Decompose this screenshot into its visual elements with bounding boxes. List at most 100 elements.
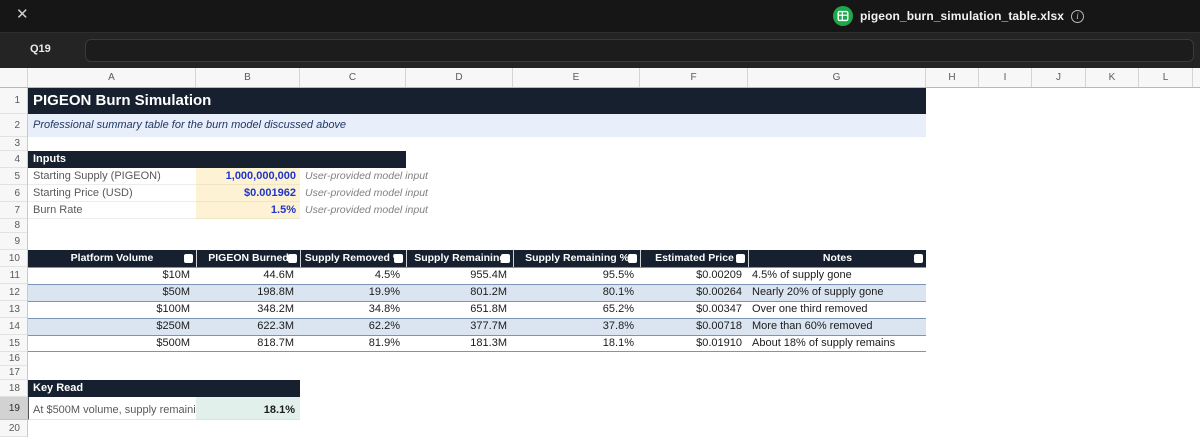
row-header-10[interactable]: 10 bbox=[0, 250, 27, 267]
cell-pigeon-burned[interactable]: 44.6M bbox=[263, 269, 294, 281]
input-value[interactable]: 1.5% bbox=[196, 202, 300, 219]
key-read-section-header[interactable]: Key Read bbox=[28, 380, 300, 397]
column-header-e[interactable]: E bbox=[513, 68, 640, 87]
name-box[interactable]: Q19 bbox=[30, 43, 51, 55]
cell-platform-volume[interactable]: $100M bbox=[156, 303, 190, 315]
row-header-14[interactable]: 14 bbox=[0, 318, 27, 335]
column-header-j[interactable]: J bbox=[1032, 68, 1086, 87]
cell-notes[interactable]: Nearly 20% of supply gone bbox=[752, 286, 884, 298]
cell-estimated-price[interactable]: $0.01910 bbox=[696, 337, 742, 349]
cell-pigeon-burned[interactable]: 348.2M bbox=[257, 303, 294, 315]
input-label[interactable]: Burn Rate bbox=[28, 202, 196, 219]
cell-estimated-price[interactable]: $0.00347 bbox=[696, 303, 742, 315]
cell-supply-removed[interactable]: 4.5% bbox=[374, 269, 400, 281]
cell-supply-remaining-pct[interactable]: 80.1% bbox=[602, 286, 634, 298]
cell-supply-remaining-pct[interactable]: 95.5% bbox=[602, 269, 634, 281]
table-header-notes[interactable]: Notes bbox=[748, 250, 926, 267]
formula-input[interactable] bbox=[85, 39, 1194, 62]
row-header-20[interactable]: 20 bbox=[0, 420, 27, 437]
row-header-9[interactable]: 9 bbox=[0, 233, 27, 250]
input-note[interactable]: User-provided model input bbox=[305, 187, 428, 199]
table-header-supply-removed[interactable]: Supply Removed % bbox=[300, 250, 406, 267]
cell-supply-removed[interactable]: 62.2% bbox=[368, 320, 400, 332]
column-header-b[interactable]: B bbox=[196, 68, 300, 87]
column-header-k[interactable]: K bbox=[1086, 68, 1139, 87]
cell-pigeon-burned[interactable]: 198.8M bbox=[257, 286, 294, 298]
inputs-section-header[interactable]: Inputs bbox=[28, 151, 406, 168]
cell-supply-removed[interactable]: 34.8% bbox=[368, 303, 400, 315]
cell-estimated-price[interactable]: $0.00264 bbox=[696, 286, 742, 298]
table-header-platform-volume[interactable]: Platform Volume bbox=[28, 250, 196, 267]
cell-estimated-price[interactable]: $0.00718 bbox=[696, 320, 742, 332]
sheet-title-cell[interactable]: PIGEON Burn Simulation bbox=[28, 88, 926, 114]
row-header-12[interactable]: 12 bbox=[0, 284, 27, 301]
column-header-f[interactable]: F bbox=[640, 68, 748, 87]
filter-icon[interactable] bbox=[184, 254, 193, 263]
cell-platform-volume[interactable]: $500M bbox=[156, 337, 190, 349]
column-header-d[interactable]: D bbox=[406, 68, 513, 87]
file-pill[interactable]: pigeon_burn_simulation_table.xlsx i bbox=[833, 5, 1085, 27]
cell-platform-volume[interactable]: $10M bbox=[162, 269, 190, 281]
table-header-estimated-price[interactable]: Estimated Price bbox=[640, 250, 748, 267]
row-header-1[interactable]: 1 bbox=[0, 88, 27, 114]
filter-icon[interactable] bbox=[501, 254, 510, 263]
row-header-15[interactable]: 15 bbox=[0, 335, 27, 352]
cell-supply-removed[interactable]: 19.9% bbox=[368, 286, 400, 298]
cell-supply-remaining[interactable]: 801.2M bbox=[470, 286, 507, 298]
key-read-value[interactable]: 18.1% bbox=[196, 397, 300, 420]
filter-icon[interactable] bbox=[288, 254, 297, 263]
input-label[interactable]: Starting Supply (PIGEON) bbox=[28, 168, 196, 185]
row-header-8[interactable]: 8 bbox=[0, 219, 27, 233]
input-value[interactable]: 1,000,000,000 bbox=[196, 168, 300, 185]
row-header-4[interactable]: 4 bbox=[0, 151, 27, 168]
cell-supply-remaining[interactable]: 651.8M bbox=[470, 303, 507, 315]
column-header-l[interactable]: L bbox=[1139, 68, 1193, 87]
cell-notes[interactable]: Over one third removed bbox=[752, 303, 868, 315]
input-value[interactable]: $0.001962 bbox=[196, 185, 300, 202]
cell-supply-remaining-pct[interactable]: 65.2% bbox=[602, 303, 634, 315]
row-header-5[interactable]: 5 bbox=[0, 168, 27, 185]
cell-supply-remaining-pct[interactable]: 18.1% bbox=[602, 337, 634, 349]
cell-supply-remaining[interactable]: 377.7M bbox=[470, 320, 507, 332]
row-header-17[interactable]: 17 bbox=[0, 366, 27, 380]
cell-supply-remaining[interactable]: 181.3M bbox=[470, 337, 507, 349]
row-header-11[interactable]: 11 bbox=[0, 267, 27, 284]
input-note[interactable]: User-provided model input bbox=[305, 204, 428, 216]
cell-notes[interactable]: More than 60% removed bbox=[752, 320, 873, 332]
key-read-label[interactable]: At $500M volume, supply remaini bbox=[28, 397, 196, 420]
table-header-pigeon-burned[interactable]: PIGEON Burned bbox=[196, 250, 300, 267]
row-header-19-selected[interactable]: 19 bbox=[0, 397, 27, 420]
table-header-supply-remaining[interactable]: Supply Remaining bbox=[406, 250, 513, 267]
info-icon[interactable]: i bbox=[1071, 9, 1085, 23]
filter-icon[interactable] bbox=[736, 254, 745, 263]
row-header-7[interactable]: 7 bbox=[0, 202, 27, 219]
filter-icon[interactable] bbox=[628, 254, 637, 263]
sheet-subtitle-cell[interactable]: Professional summary table for the burn … bbox=[28, 114, 926, 137]
row-header-16[interactable]: 16 bbox=[0, 352, 27, 366]
cell-supply-remaining-pct[interactable]: 37.8% bbox=[602, 320, 634, 332]
cell-platform-volume[interactable]: $250M bbox=[156, 320, 190, 332]
row-header-6[interactable]: 6 bbox=[0, 185, 27, 202]
cell-pigeon-burned[interactable]: 622.3M bbox=[257, 320, 294, 332]
column-header-g[interactable]: G bbox=[748, 68, 926, 87]
cell-notes[interactable]: About 18% of supply remains bbox=[752, 337, 896, 349]
cell-supply-remaining[interactable]: 955.4M bbox=[470, 269, 507, 281]
row-header-2[interactable]: 2 bbox=[0, 114, 27, 137]
cell-notes[interactable]: 4.5% of supply gone bbox=[752, 269, 852, 281]
select-all-corner[interactable] bbox=[0, 68, 28, 87]
column-header-h[interactable]: H bbox=[926, 68, 979, 87]
filter-icon[interactable] bbox=[394, 254, 403, 263]
cell-supply-removed[interactable]: 81.9% bbox=[368, 337, 400, 349]
close-icon[interactable]: ✕ bbox=[16, 6, 29, 23]
row-header-18[interactable]: 18 bbox=[0, 380, 27, 397]
table-header-supply-remaining-pct[interactable]: Supply Remaining % bbox=[513, 250, 640, 267]
column-header-c[interactable]: C bbox=[300, 68, 406, 87]
column-header-a[interactable]: A bbox=[28, 68, 196, 87]
column-header-i[interactable]: I bbox=[979, 68, 1032, 87]
input-note[interactable]: User-provided model input bbox=[305, 170, 428, 182]
filter-icon[interactable] bbox=[914, 254, 923, 263]
input-label[interactable]: Starting Price (USD) bbox=[28, 185, 196, 202]
row-header-3[interactable]: 3 bbox=[0, 137, 27, 151]
row-header-13[interactable]: 13 bbox=[0, 301, 27, 318]
cell-pigeon-burned[interactable]: 818.7M bbox=[257, 337, 294, 349]
